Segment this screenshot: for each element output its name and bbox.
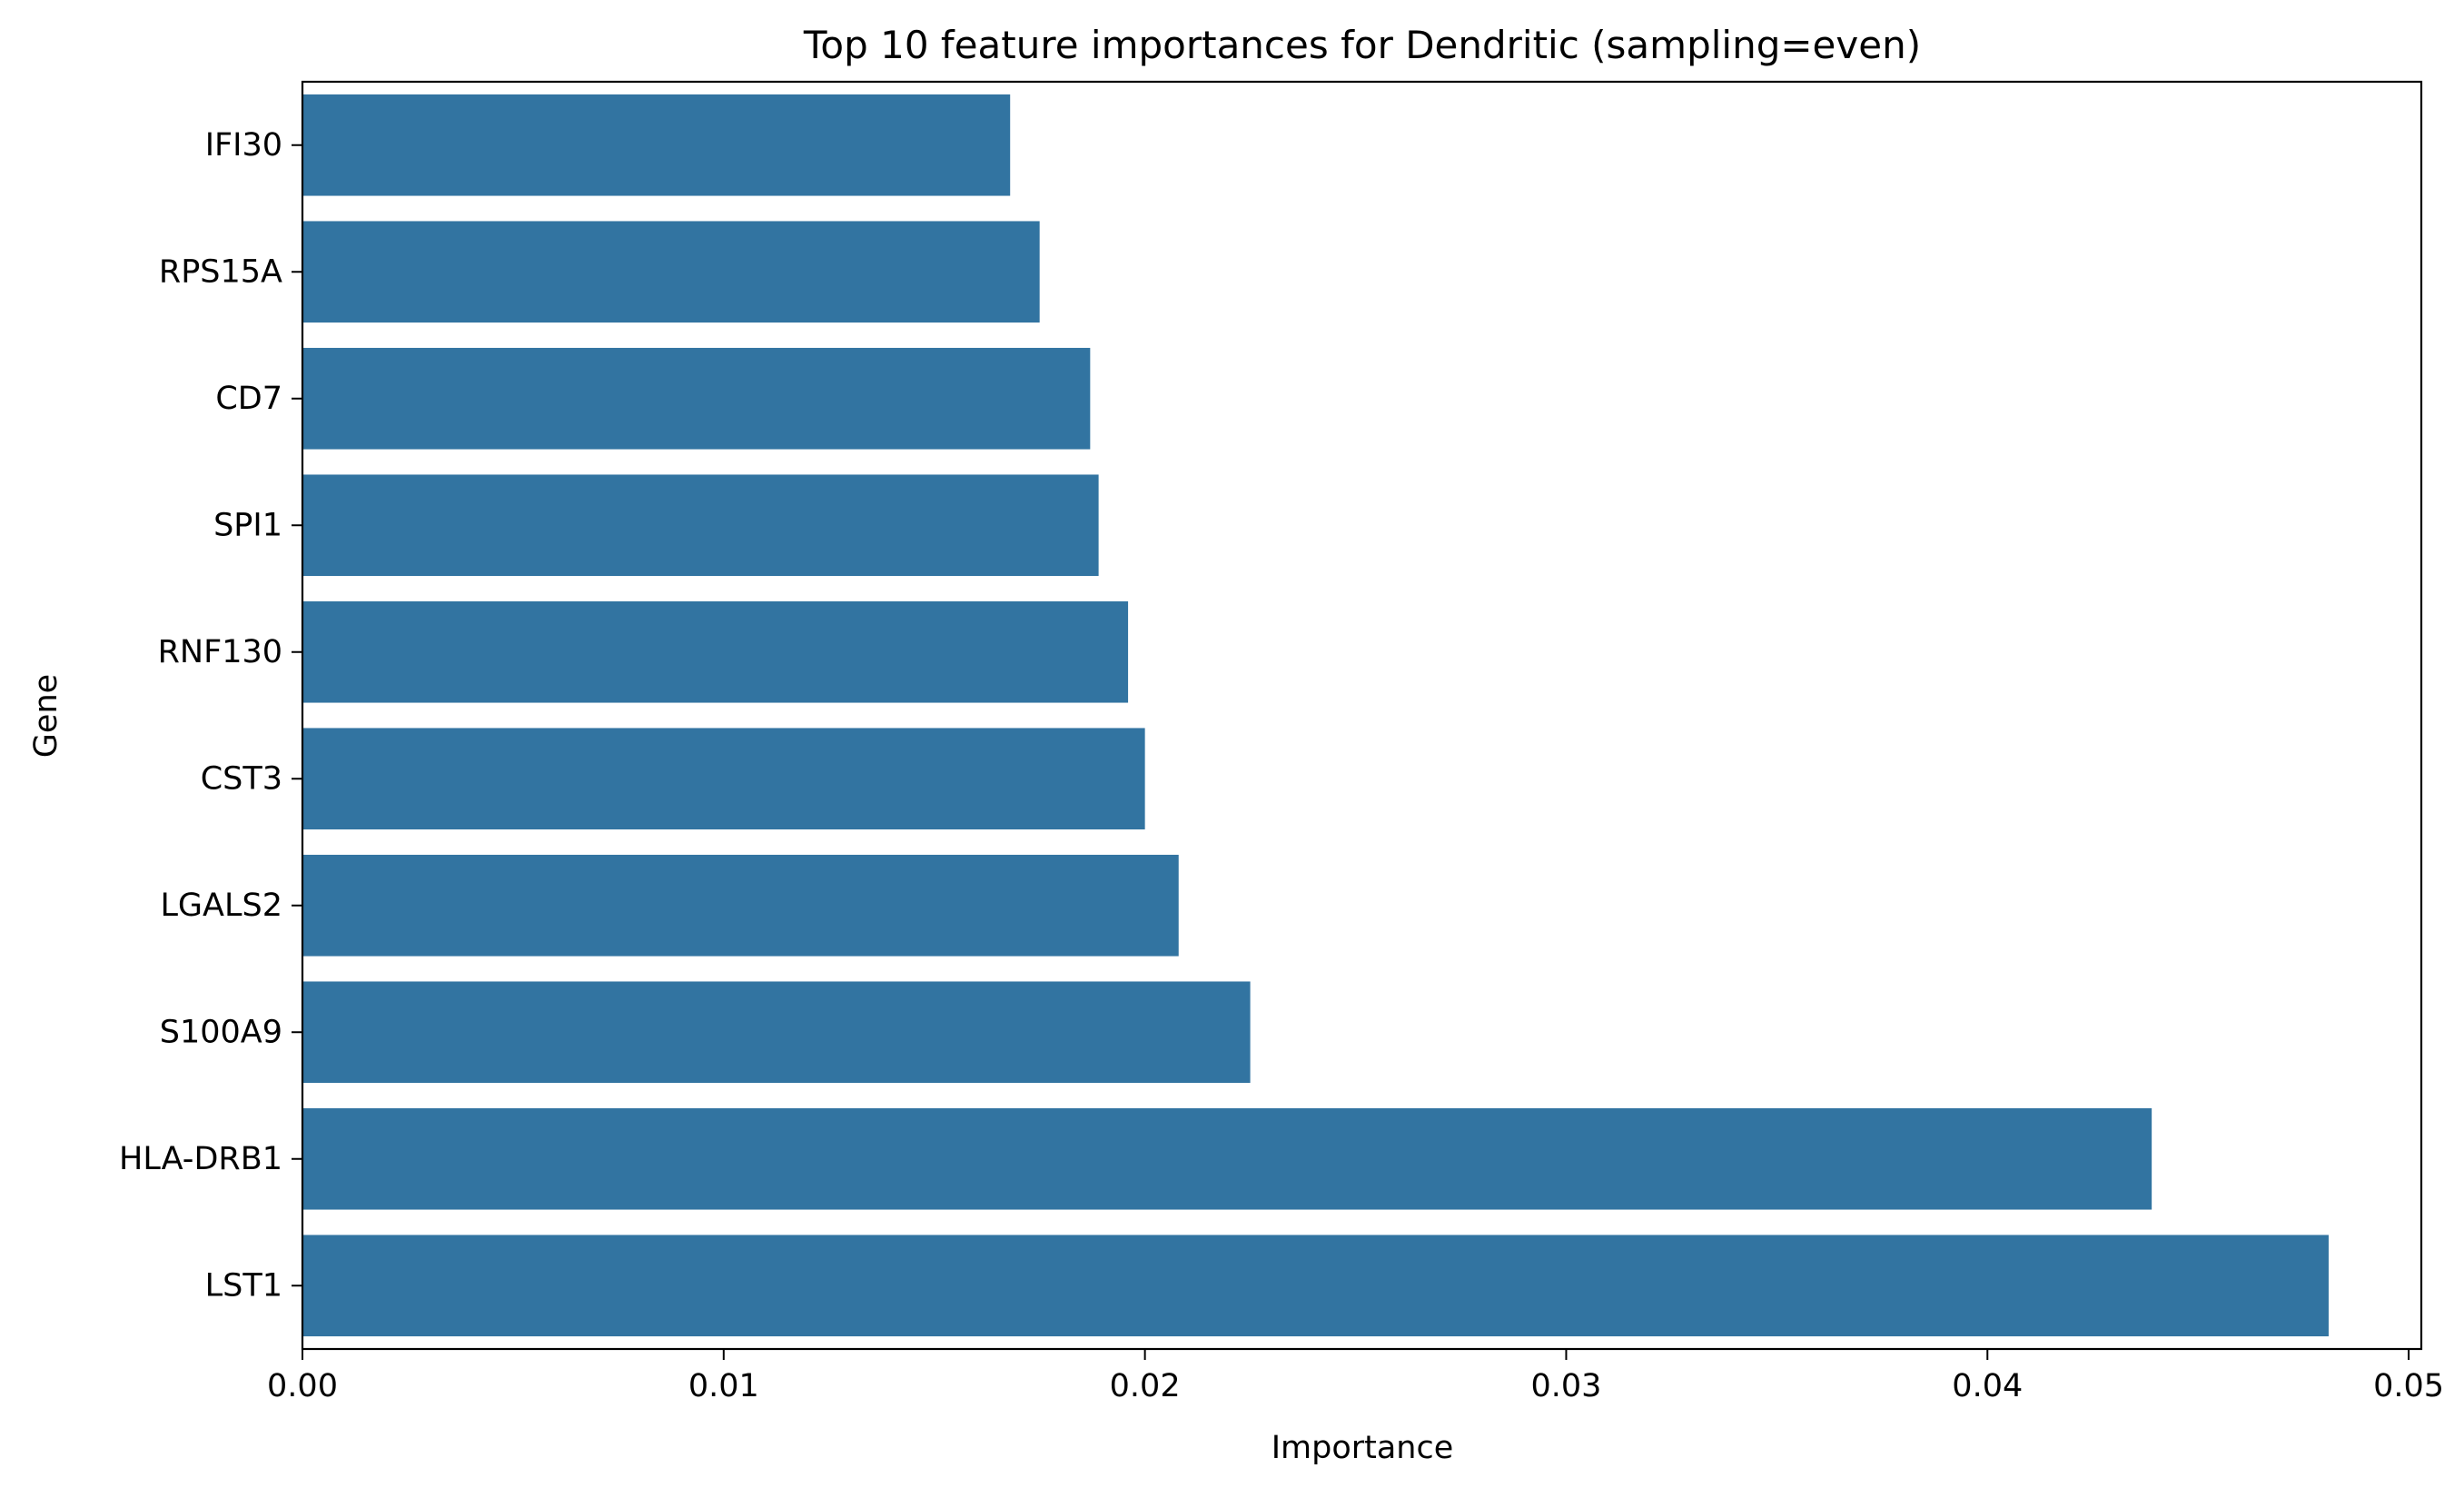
x-tick-label: 0.03: [1530, 1368, 1601, 1404]
bar-s100a9: [302, 981, 1251, 1084]
x-tick-label: 0.05: [2373, 1368, 2444, 1404]
x-tick-label: 0.04: [1952, 1368, 2023, 1404]
bar-lgals2: [302, 854, 1179, 957]
y-axis-label: Gene: [28, 674, 64, 758]
bars-group: [302, 94, 2329, 1337]
y-tick-label: LGALS2: [160, 888, 282, 924]
bar-lst1: [302, 1235, 2329, 1337]
y-tick-label: RNF130: [158, 634, 282, 670]
bar-cst3: [302, 728, 1145, 830]
y-tick-label: S100A9: [160, 1014, 282, 1050]
x-tick-label: 0.00: [267, 1368, 338, 1404]
y-tick-label: RPS15A: [159, 253, 282, 290]
y-axis-ticks: IFI30 RPS15A CD7 SPI1 RNF130 CST3 LGALS2 S100A9…: [119, 127, 302, 1304]
x-axis-ticks: 0.00 0.01 0.02 0.03 0.04 0.05: [267, 1349, 2444, 1404]
bar-cd7: [302, 347, 1091, 450]
bar-rnf130: [302, 600, 1129, 703]
y-tick-label: LST1: [205, 1267, 282, 1304]
y-tick-label: CD7: [215, 381, 282, 417]
bar-hla-drb1: [302, 1107, 2152, 1210]
chart-title: Top 10 feature importances for Dendritic…: [803, 23, 1921, 67]
plot-frame: [301, 80, 2423, 1351]
x-tick-label: 0.01: [688, 1368, 759, 1404]
x-axis-label: Importance: [1272, 1430, 1454, 1466]
bar-rps15a: [302, 221, 1040, 323]
bar-ifi30: [302, 94, 1011, 196]
y-tick-label: HLA-DRB1: [119, 1141, 282, 1177]
bar-spi1: [302, 474, 1099, 577]
x-tick-label: 0.02: [1110, 1368, 1181, 1404]
y-tick-label: IFI30: [205, 127, 282, 164]
y-tick-label: CST3: [201, 760, 282, 797]
y-tick-label: SPI1: [213, 507, 282, 543]
